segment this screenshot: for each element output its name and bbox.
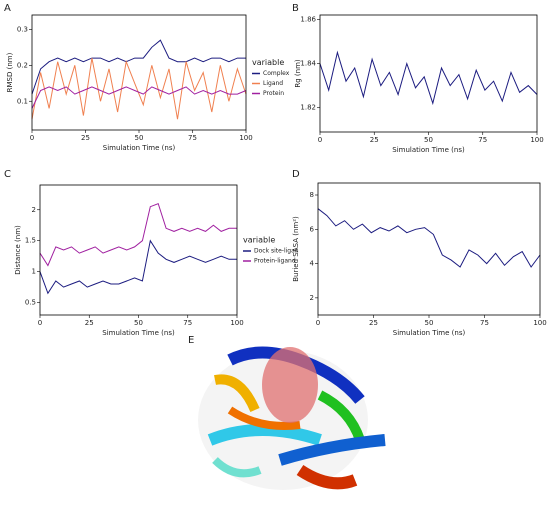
x-tick-label: 100 [239,134,252,142]
y-axis-label: Distance (nm) [14,225,22,275]
panel-label: E [188,335,194,346]
x-tick-label: 25 [81,134,90,142]
y-axis-label: Buried SASA (nm²) [292,216,300,282]
x-tick-label: 0 [30,134,34,142]
y-tick-label: 6 [310,225,315,233]
legend-label: Dock site-ligan [254,248,299,255]
legend-label: Protein-ligand [254,258,296,265]
plot-frame [31,14,247,131]
y-tick-label: 0.2 [17,61,28,69]
x-tick-label: 0 [38,319,42,327]
panel-label: C [4,169,11,180]
x-tick-label: 50 [134,319,143,327]
y-axis-label: RMSD (nm) [6,52,14,92]
x-tick-label: 75 [188,134,197,142]
series-line [39,239,237,295]
x-tick-label: 0 [316,319,320,327]
series-line [31,86,247,109]
plot-frame [319,14,538,133]
legend-title: variable [243,236,275,245]
y-tick-label: 0.1 [17,97,28,105]
x-tick-label: 75 [480,319,489,327]
x-tick-label: 100 [530,136,543,144]
legend-title: variable [252,58,284,67]
panel-label: A [4,3,11,14]
legend-label: Ligand [263,80,283,87]
y-tick-label: 0.3 [17,25,28,33]
x-tick-label: 75 [183,319,192,327]
x-tick-label: 25 [369,319,378,327]
x-tick-label: 50 [424,136,433,144]
series-line [31,39,246,95]
x-axis-label: Simulation Time (ns) [392,146,465,154]
x-tick-label: 100 [230,319,243,327]
x-tick-label: 50 [135,134,144,142]
y-tick-label: 1 [32,268,36,276]
x-tick-label: 0 [318,136,322,144]
y-tick-label: 2 [32,206,36,214]
y-tick-label: 4 [310,260,315,268]
y-tick-label: 1.82 [300,104,316,112]
y-tick-label: 1.84 [300,60,316,68]
panel-label: D [292,169,300,180]
legend-label: Protein [263,90,284,97]
plot-frame [39,184,238,316]
panel-label: B [292,3,299,14]
y-tick-label: 1.5 [25,237,36,245]
protein-image [198,346,386,490]
series-line [317,208,541,268]
x-tick-label: 50 [425,319,434,327]
y-axis-label: Rg (nm) [294,59,302,88]
series-line [319,50,538,106]
x-tick-label: 75 [478,136,487,144]
plot-frame [317,182,541,316]
y-tick-label: 8 [310,191,314,199]
y-tick-label: 2 [310,294,314,302]
x-tick-label: 25 [370,136,379,144]
x-tick-label: 25 [85,319,94,327]
y-tick-label: 1.86 [300,15,316,23]
y-tick-label: 0.5 [25,299,36,307]
series-line [31,58,247,120]
legend-label: Complex [263,70,290,77]
x-tick-label: 100 [533,319,546,327]
x-axis-label: Simulation Time (ns) [393,329,466,337]
x-axis-label: Simulation Time (ns) [103,144,176,152]
series-line [39,202,237,267]
x-axis-label: Simulation Time (ns) [102,329,175,337]
